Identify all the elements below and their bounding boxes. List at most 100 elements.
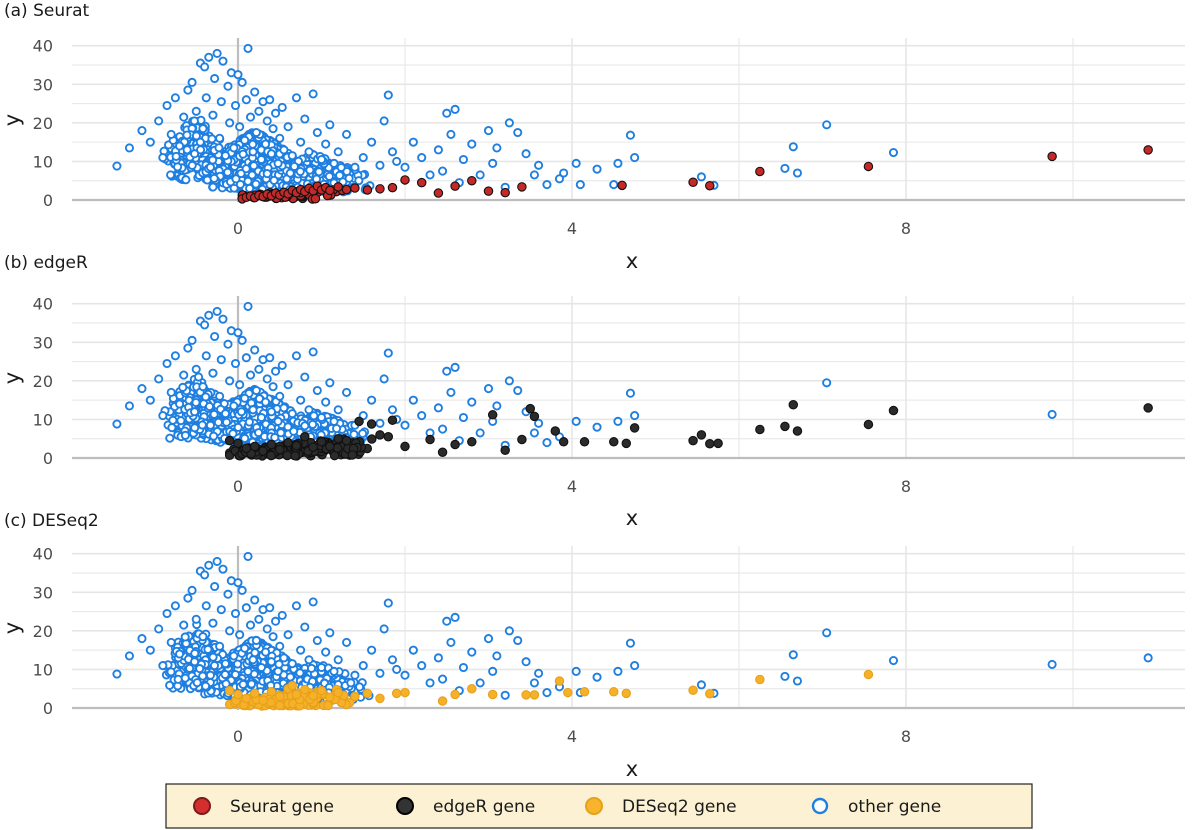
point-edger-gene [387,415,398,425]
point-other-gene [158,153,168,163]
y-tick-label: 0 [43,699,53,718]
point-other-gene [417,153,427,163]
point-other-gene [262,624,272,634]
point-other-gene [592,422,602,432]
point-other-gene [341,387,352,397]
point-edger-gene [333,433,343,444]
point-edger-gene [450,439,460,450]
point-other-gene [534,668,544,678]
point-other-gene [513,385,523,396]
point-other-gene [458,154,469,165]
x-tick-label: 0 [233,219,243,238]
point-other-gene [137,126,147,136]
x-tick-label: 0 [233,477,243,496]
point-other-gene [277,360,287,370]
point-other-gene [233,70,243,80]
point-other-gene [137,634,147,644]
point-other-gene [279,145,289,155]
point-other-gene [191,364,201,374]
point-other-gene [205,162,215,172]
point-other-gene [191,614,201,624]
x-tick-label: 4 [567,477,577,496]
point-other-gene [145,137,155,147]
point-other-gene [277,102,287,112]
point-other-gene [204,310,214,320]
point-other-gene [173,674,183,684]
point-other-gene [316,412,327,423]
point-edger-gene [233,438,243,449]
point-edger-gene [705,438,715,449]
point-other-gene [265,353,275,363]
point-seurat-gene [325,185,335,196]
point-other-gene [230,100,241,111]
point-seurat-gene [705,180,715,191]
point-other-gene [210,581,220,592]
point-other-gene [166,387,176,397]
point-other-gene [349,429,359,439]
point-seurat-gene [517,182,527,192]
point-other-gene [223,339,233,349]
point-seurat-gene [433,188,444,198]
point-other-gene [822,120,832,130]
point-other-gene [268,124,278,134]
point-other-gene [275,133,285,143]
point-other-gene [220,659,231,669]
point-other-gene [291,601,302,611]
point-other-gene [283,422,293,432]
point-other-gene [417,661,427,671]
point-other-gene [215,133,225,143]
point-other-gene [174,649,185,659]
point-other-gene [492,401,502,411]
point-other-gene [308,347,318,357]
point-other-gene [245,112,256,122]
point-edger-gene [241,443,252,454]
x-tick-label: 8 [901,727,911,746]
point-other-gene [241,353,251,363]
point-other-gene [571,416,581,426]
point-edger-gene [713,438,723,449]
point-other-gene [475,170,485,180]
point-edger-gene [437,447,448,457]
point-edger-gene [300,432,310,442]
point-other-gene [170,93,180,103]
point-other-gene [195,664,205,674]
point-other-gene [513,635,523,646]
point-other-gene [467,647,477,657]
point-other-gene [316,154,327,165]
point-seurat-gene [483,186,494,196]
point-other-gene [190,149,200,159]
point-other-gene [191,397,201,408]
point-deseq2-gene [274,700,285,711]
point-other-gene [250,648,260,658]
point-other-gene [792,676,803,686]
point-edger-gene [1143,403,1153,413]
point-other-gene [559,168,569,178]
point-seurat-gene [416,177,427,188]
point-other-gene [285,672,295,682]
point-other-gene [335,170,345,180]
point-other-gene [513,127,523,138]
point-other-gene [256,662,266,673]
point-other-gene [236,407,247,417]
point-edger-gene [347,450,358,460]
point-other-gene [358,153,368,163]
point-other-gene [190,407,200,417]
y-tick-label: 40 [33,37,53,56]
point-other-gene [212,556,222,566]
point-other-gene [321,647,331,657]
point-other-gene [475,678,485,688]
point-other-gene [630,661,640,671]
point-other-gene [273,416,283,426]
x-tick-label: 4 [567,727,577,746]
point-other-gene [379,624,389,634]
point-other-gene [225,118,235,128]
point-other-gene [254,614,264,624]
point-other-gene [613,666,623,676]
point-edger-gene [788,400,799,410]
point-other-gene [696,172,706,182]
point-other-gene [383,598,393,608]
point-other-gene [187,77,197,87]
point-other-gene [198,671,208,681]
